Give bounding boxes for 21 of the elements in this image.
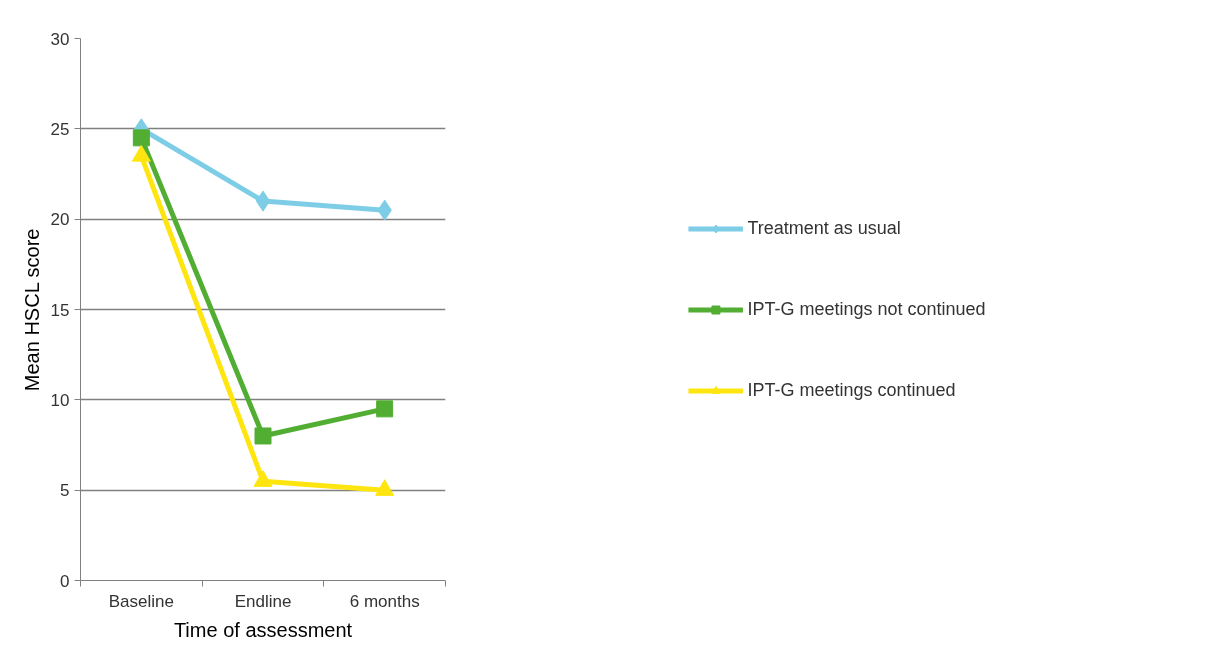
point (375, 479, 395, 496)
y-tick-label: 25 (50, 119, 70, 139)
legend-label: Treatment as usual (747, 217, 901, 239)
y-axis-title: Mean HSCL score (20, 228, 43, 392)
x-tick-label: Baseline (108, 591, 174, 611)
point (255, 190, 271, 212)
x-axis-title: Time of assessment (173, 618, 353, 641)
x-tick-label: Endline (234, 591, 292, 611)
x-tick-label: 6 months (349, 591, 420, 611)
legend-label: IPT-G meetings not continued (747, 298, 986, 320)
point (376, 400, 394, 418)
point (253, 470, 273, 487)
y-tick-label: 5 (60, 481, 70, 501)
y-tick-label: 20 (50, 210, 70, 230)
point (254, 427, 272, 445)
y-tick-label: 30 (50, 29, 70, 49)
y-tick-label: 10 (50, 390, 70, 410)
y-tick-label: 0 (60, 571, 70, 591)
legend-label: IPT-G meetings continued (747, 379, 956, 401)
point (132, 129, 150, 147)
y-tick-label: 15 (50, 300, 70, 320)
